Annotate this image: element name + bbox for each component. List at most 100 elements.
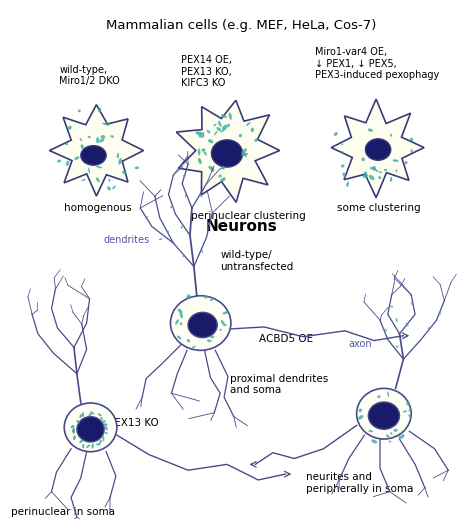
Ellipse shape (180, 312, 183, 318)
Ellipse shape (369, 175, 374, 180)
Ellipse shape (378, 176, 381, 179)
Ellipse shape (99, 138, 104, 143)
Ellipse shape (246, 122, 251, 126)
Ellipse shape (341, 144, 343, 145)
Ellipse shape (229, 113, 232, 120)
Ellipse shape (222, 312, 228, 315)
Ellipse shape (364, 171, 367, 178)
Ellipse shape (239, 134, 242, 137)
Text: dendrites: dendrites (103, 235, 149, 245)
Ellipse shape (96, 443, 101, 446)
Ellipse shape (178, 309, 182, 313)
Ellipse shape (214, 130, 218, 136)
Ellipse shape (368, 402, 400, 429)
Ellipse shape (91, 443, 94, 449)
Ellipse shape (82, 179, 86, 181)
Ellipse shape (208, 139, 213, 143)
Ellipse shape (110, 135, 114, 138)
Ellipse shape (180, 322, 182, 326)
Ellipse shape (98, 108, 101, 113)
Ellipse shape (103, 423, 108, 426)
Ellipse shape (107, 186, 111, 190)
Ellipse shape (96, 177, 100, 182)
Ellipse shape (71, 425, 74, 428)
Ellipse shape (395, 169, 397, 173)
Ellipse shape (359, 409, 362, 412)
Ellipse shape (242, 152, 247, 157)
Ellipse shape (384, 169, 387, 171)
Ellipse shape (368, 128, 373, 132)
Ellipse shape (198, 148, 201, 155)
Ellipse shape (383, 329, 387, 331)
Ellipse shape (254, 138, 258, 141)
Ellipse shape (202, 132, 204, 138)
Text: Neurons: Neurons (206, 219, 277, 234)
Ellipse shape (117, 153, 119, 158)
Ellipse shape (365, 139, 391, 160)
Ellipse shape (387, 391, 389, 397)
Ellipse shape (405, 161, 408, 165)
Ellipse shape (181, 226, 182, 229)
Ellipse shape (390, 134, 392, 137)
Ellipse shape (118, 158, 122, 165)
Ellipse shape (122, 171, 127, 175)
Ellipse shape (211, 140, 243, 167)
Ellipse shape (341, 164, 345, 168)
Ellipse shape (203, 151, 207, 156)
Ellipse shape (241, 148, 247, 155)
Ellipse shape (73, 427, 75, 432)
Text: some clustering: some clustering (337, 203, 421, 213)
Ellipse shape (74, 156, 80, 160)
Ellipse shape (86, 444, 90, 448)
Ellipse shape (66, 160, 69, 166)
Ellipse shape (362, 157, 365, 161)
Ellipse shape (145, 216, 148, 219)
Ellipse shape (390, 432, 392, 434)
Ellipse shape (390, 306, 393, 308)
Ellipse shape (241, 153, 248, 156)
Ellipse shape (222, 114, 224, 117)
Ellipse shape (167, 230, 169, 234)
Ellipse shape (98, 413, 102, 416)
Ellipse shape (89, 413, 92, 416)
Ellipse shape (225, 311, 229, 313)
Ellipse shape (346, 181, 349, 187)
Ellipse shape (68, 126, 72, 130)
Ellipse shape (219, 167, 223, 169)
Ellipse shape (410, 349, 413, 352)
Text: homogenous: homogenous (64, 203, 132, 213)
Ellipse shape (373, 166, 376, 171)
Ellipse shape (409, 414, 411, 419)
Ellipse shape (201, 249, 203, 253)
Ellipse shape (251, 128, 254, 132)
Ellipse shape (201, 148, 205, 151)
Text: perinuclear clustering: perinuclear clustering (191, 211, 306, 221)
Ellipse shape (73, 435, 76, 440)
Ellipse shape (99, 440, 102, 443)
Polygon shape (49, 105, 144, 196)
Ellipse shape (200, 194, 202, 197)
Ellipse shape (90, 411, 94, 414)
Ellipse shape (76, 420, 80, 423)
Ellipse shape (221, 166, 225, 169)
Ellipse shape (403, 410, 407, 412)
Ellipse shape (373, 167, 378, 173)
Ellipse shape (356, 388, 411, 439)
Ellipse shape (105, 432, 108, 434)
Ellipse shape (88, 167, 90, 174)
Ellipse shape (210, 297, 214, 301)
Ellipse shape (135, 167, 139, 169)
Ellipse shape (368, 430, 373, 432)
Text: PEX14 OE,
PEX13 KO,
KIFC3 KO: PEX14 OE, PEX13 KO, KIFC3 KO (181, 55, 232, 88)
Ellipse shape (182, 254, 185, 257)
Ellipse shape (112, 186, 116, 189)
Text: PEX13 KO: PEX13 KO (108, 418, 159, 428)
Ellipse shape (102, 436, 104, 441)
Ellipse shape (177, 336, 181, 339)
Ellipse shape (186, 296, 191, 298)
Ellipse shape (82, 412, 84, 417)
Ellipse shape (358, 415, 364, 420)
Ellipse shape (80, 138, 82, 141)
Ellipse shape (171, 296, 231, 350)
Ellipse shape (207, 130, 210, 134)
